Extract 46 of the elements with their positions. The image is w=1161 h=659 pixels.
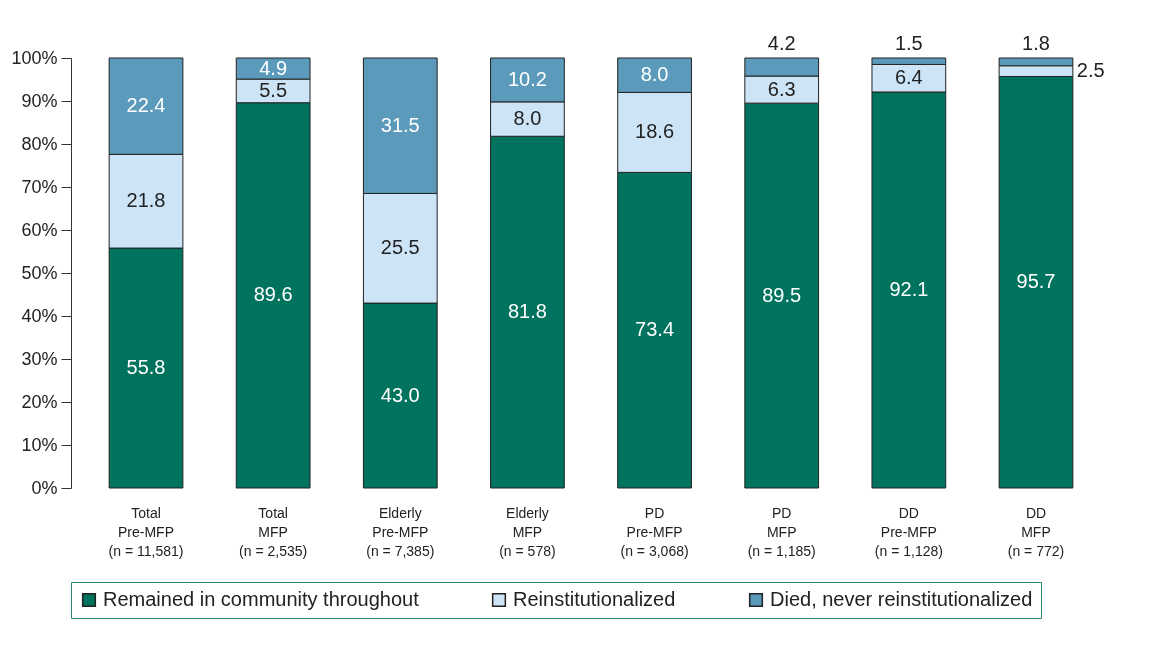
- data-label: 8.0: [513, 107, 542, 130]
- y-tick-label: 100%: [11, 47, 58, 68]
- data-label: 6.4: [894, 66, 923, 89]
- x-tick-label: DD MFP (n = 772): [1007, 504, 1065, 559]
- data-label: 31.5: [380, 113, 420, 136]
- x-tick-label: Elderly Pre-MFP (n = 7,385): [366, 504, 435, 559]
- data-label: 5.5: [259, 78, 288, 101]
- data-label: 2.5: [1076, 59, 1105, 82]
- y-tick-label: 90%: [21, 90, 58, 111]
- legend-label: Reinstitutionalized: [513, 588, 676, 610]
- data-label: 10.2: [507, 67, 547, 90]
- y-tick-label: 60%: [21, 219, 58, 240]
- data-label: 55.8: [126, 356, 166, 379]
- data-label: 92.1: [889, 277, 929, 300]
- x-tick-label: Total Pre-MFP (n = 11,581): [108, 504, 184, 559]
- y-tick-label: 10%: [21, 434, 58, 455]
- y-tick-label: 40%: [21, 305, 58, 326]
- y-tick-label: 0%: [31, 477, 58, 498]
- data-label: 1.8: [1022, 32, 1050, 54]
- data-label: 95.7: [1016, 270, 1056, 293]
- x-tick-label: PD Pre-MFP (n = 3,068): [620, 504, 689, 559]
- data-label: 1.5: [894, 32, 923, 54]
- data-label: 18.6: [635, 120, 675, 143]
- data-label: 8.0: [640, 63, 669, 86]
- y-tick-label: 80%: [21, 133, 58, 154]
- legend-label: Remained in community throughout: [103, 588, 420, 610]
- data-label: 22.4: [126, 94, 166, 117]
- x-tick-label: PD MFP (n = 1,185): [747, 504, 816, 559]
- legend-label: Died, never reinstitutionalized: [770, 588, 1033, 610]
- data-label: 43.0: [380, 383, 420, 406]
- data-label: 4.9: [259, 56, 288, 79]
- x-tick-label: Elderly MFP (n = 578): [499, 504, 556, 559]
- data-label: 89.6: [253, 283, 293, 306]
- data-label: 4.2: [767, 32, 796, 54]
- y-tick-label: 70%: [21, 176, 58, 197]
- data-label: 81.8: [507, 300, 547, 323]
- data-label: 25.5: [380, 236, 420, 259]
- x-tick-label: DD Pre-MFP (n = 1,128): [874, 504, 943, 559]
- data-label: 6.3: [767, 77, 796, 100]
- data-label: 73.4: [635, 318, 675, 341]
- x-tick-label: Total MFP (n = 2,535): [239, 504, 308, 559]
- data-label: 89.5: [762, 283, 802, 306]
- y-tick-label: 50%: [21, 262, 58, 283]
- y-tick-label: 30%: [21, 348, 58, 369]
- y-tick-label: 20%: [21, 391, 58, 412]
- data-label: 21.8: [126, 189, 166, 212]
